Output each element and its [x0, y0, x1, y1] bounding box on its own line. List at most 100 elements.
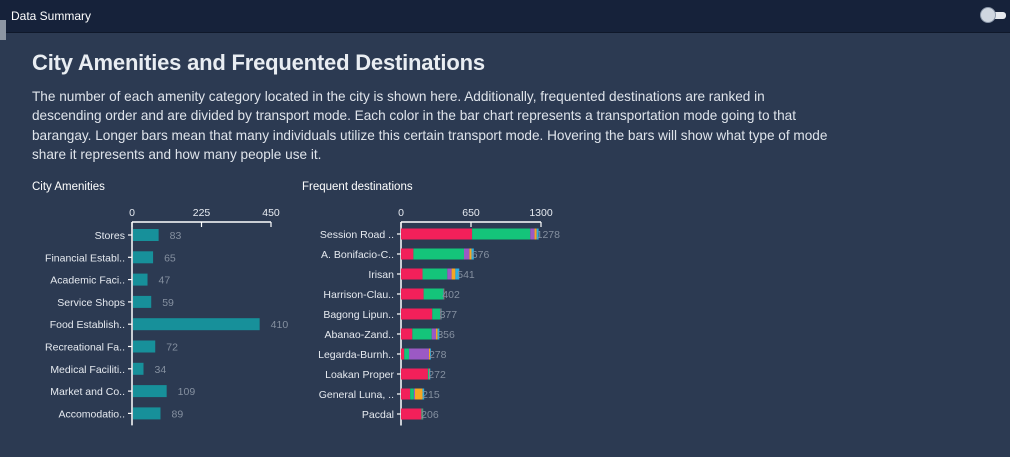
- value-label: 356: [437, 329, 455, 341]
- value-label: 272: [428, 369, 446, 381]
- bar-segment: [534, 228, 537, 240]
- category-label: Harrison-Clau..: [323, 289, 394, 301]
- bar: [133, 273, 148, 286]
- value-label: 89: [171, 408, 183, 420]
- bar-segment: [401, 248, 414, 260]
- bar-segment: [401, 328, 413, 340]
- value-label: 676: [472, 249, 490, 261]
- bar: [133, 340, 156, 353]
- bar: [133, 362, 144, 375]
- category-label: Financial Establ..: [45, 252, 125, 264]
- category-label: Abanao-Zand..: [325, 329, 394, 341]
- value-label: 541: [457, 269, 475, 281]
- bar-segment: [409, 348, 429, 360]
- bar-segment: [413, 248, 464, 260]
- x-tick-label: 450: [262, 207, 280, 219]
- category-label: Irisan: [368, 269, 394, 281]
- category-label: Medical Faciliti..: [50, 364, 125, 376]
- category-label: Accomodatio..: [58, 408, 125, 420]
- value-label: 206: [421, 409, 439, 421]
- theme-toggle[interactable]: [980, 7, 1006, 23]
- bar-segment: [427, 368, 429, 380]
- value-label: 72: [166, 342, 178, 354]
- value-label: 59: [162, 297, 174, 309]
- value-label: 215: [422, 389, 440, 401]
- bar-segment: [401, 288, 424, 300]
- bar: [133, 385, 167, 398]
- bar-segment: [410, 388, 414, 400]
- destinations-chart-title: Frequent destinations: [302, 181, 413, 193]
- bar-segment: [401, 348, 405, 360]
- window-title: Data Summary: [11, 9, 92, 23]
- bar-segment: [437, 328, 440, 340]
- bar-segment: [440, 308, 441, 320]
- bar-segment: [447, 268, 452, 280]
- bar-segment: [401, 228, 473, 240]
- x-tick-label: 1300: [529, 207, 553, 219]
- page-description: The number of each amenity category loca…: [32, 89, 828, 162]
- category-label: Service Shops: [57, 297, 125, 309]
- category-label: Academic Faci..: [50, 275, 125, 287]
- bar-segment: [455, 268, 460, 280]
- category-label: Bagong Lipun..: [323, 309, 394, 321]
- bar-segment: [530, 228, 535, 240]
- category-label: Stores: [95, 230, 125, 242]
- bar: [133, 407, 161, 420]
- value-label: 402: [442, 289, 460, 301]
- value-label: 65: [164, 252, 176, 264]
- x-tick-label: 650: [462, 207, 480, 219]
- value-label: 109: [178, 386, 196, 398]
- bar-segment: [401, 408, 422, 420]
- x-tick-label: 225: [193, 207, 211, 219]
- sidebar-handle[interactable]: [0, 20, 6, 40]
- category-label: Loakan Proper: [325, 369, 394, 381]
- x-tick-label: 0: [129, 207, 135, 219]
- bar-segment: [404, 348, 410, 360]
- bar-segment: [464, 248, 470, 260]
- bar-segment: [422, 268, 448, 280]
- bar-segment: [536, 228, 539, 240]
- value-label: 1278: [537, 229, 561, 241]
- bar-segment: [423, 288, 444, 300]
- bar-segment: [429, 368, 430, 380]
- bar-segment: [430, 348, 431, 360]
- value-label: 34: [155, 364, 167, 376]
- bar: [133, 318, 260, 331]
- bar-segment: [471, 248, 474, 260]
- x-tick-label: 0: [398, 207, 404, 219]
- category-label: Recreational Fa..: [45, 342, 125, 354]
- category-label: Legarda-Burnh..: [318, 349, 394, 361]
- top-bar: Data Summary: [0, 0, 1010, 33]
- value-label: 83: [170, 230, 182, 242]
- toggle-track: [992, 12, 1006, 19]
- bar-segment: [436, 328, 438, 340]
- category-label: A. Bonifacio-C..: [321, 249, 394, 261]
- bar-segment: [429, 348, 431, 360]
- toggle-knob-icon: [980, 7, 996, 23]
- bar-segment: [412, 328, 432, 340]
- page-title: City Amenities and Frequented Destinatio…: [32, 50, 485, 75]
- bar-segment: [431, 328, 436, 340]
- bar-segment: [421, 408, 423, 420]
- category-label: Session Road ..: [320, 229, 394, 241]
- bar-segment: [469, 248, 472, 260]
- value-label: 410: [271, 319, 289, 331]
- bar-segment: [432, 308, 441, 320]
- bar-segment: [451, 268, 456, 280]
- bar-segment: [422, 388, 425, 400]
- bar-segment: [472, 228, 531, 240]
- category-label: Food Establish..: [50, 319, 125, 331]
- value-label: 377: [440, 309, 458, 321]
- bar-segment: [401, 308, 433, 320]
- amenities-chart-title: City Amenities: [32, 181, 105, 193]
- value-label: 278: [429, 349, 447, 361]
- bar: [133, 229, 159, 241]
- bar-segment: [401, 388, 411, 400]
- bar-segment: [415, 388, 423, 400]
- category-label: Pacdal: [362, 409, 394, 421]
- bar-segment: [413, 388, 415, 400]
- category-label: General Luna, ..: [319, 389, 394, 401]
- bar-segment: [401, 268, 423, 280]
